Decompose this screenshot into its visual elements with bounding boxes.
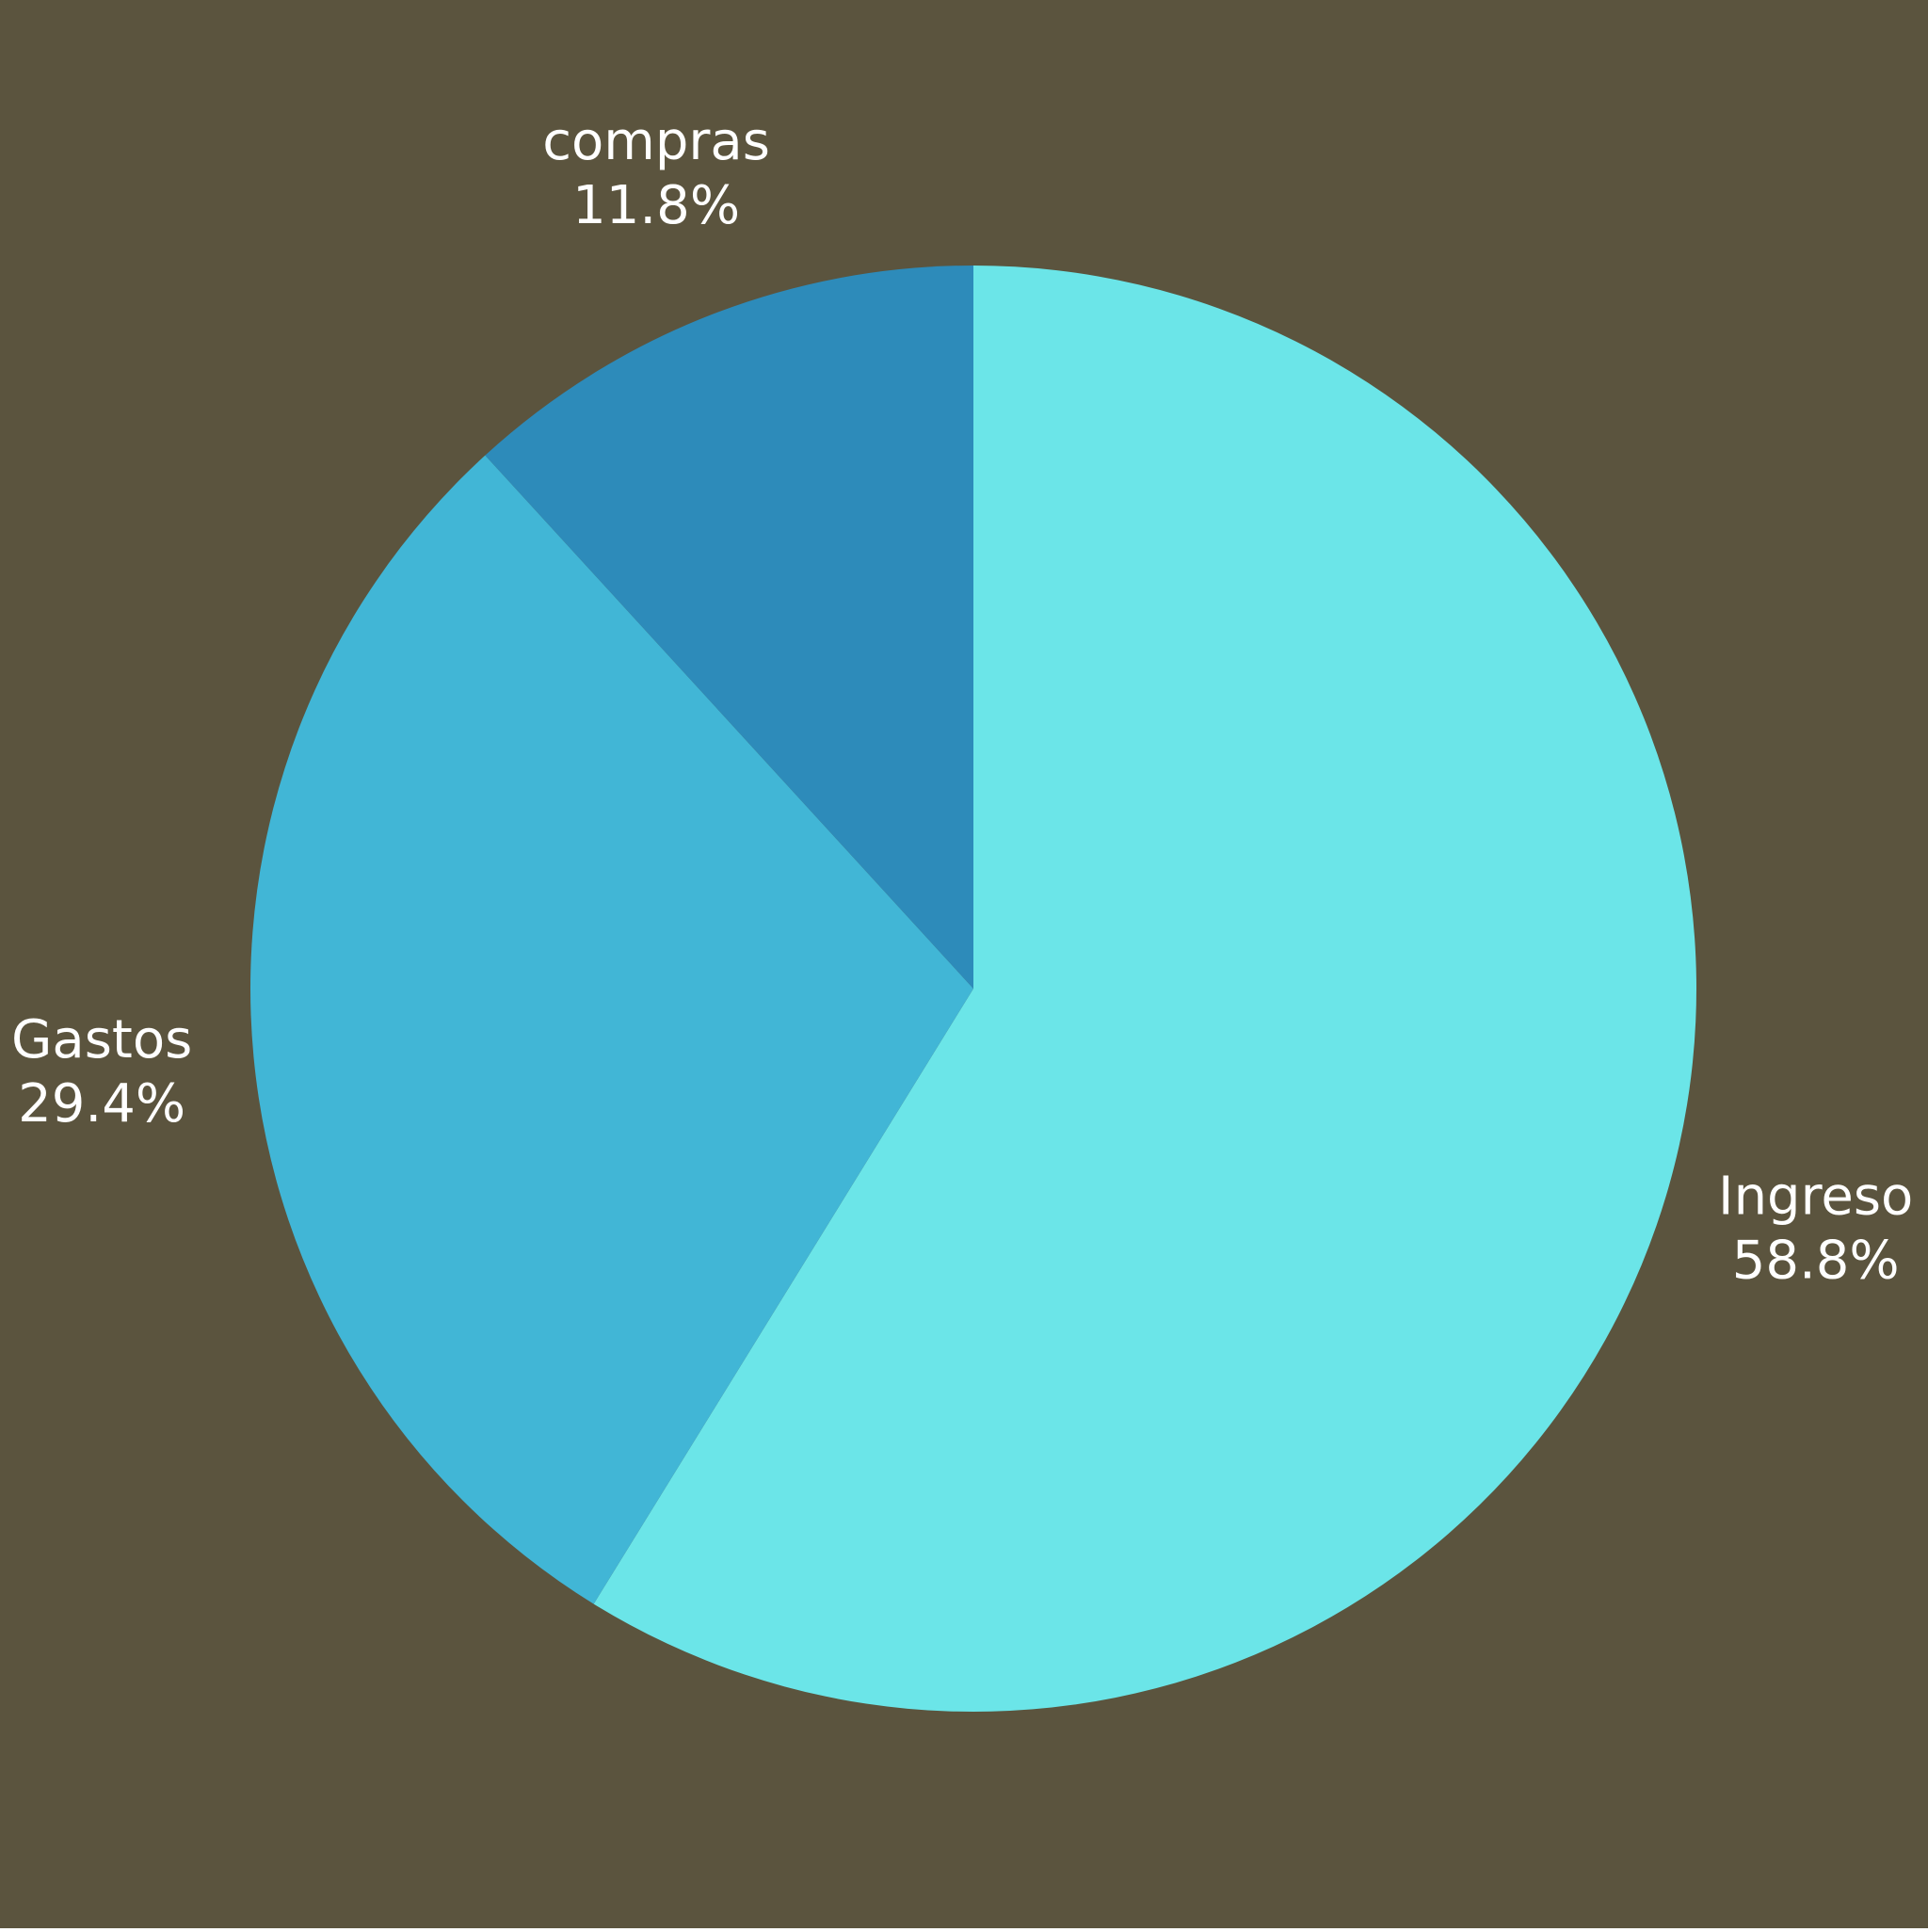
slice-percent-compras: 11.8% [572, 175, 740, 236]
pie-slice-gastos [249, 455, 973, 1604]
pie-slice-compras [485, 266, 973, 989]
slice-percent-ingreso: 58.8% [1732, 1230, 1900, 1291]
pie-slice-ingreso [593, 266, 1696, 1712]
slice-label-ingreso: Ingreso [1718, 1166, 1913, 1227]
slice-label-compras: compras [542, 111, 770, 172]
slice-label-gastos: Gastos [11, 1009, 192, 1071]
slice-percent-gastos: 29.4% [18, 1073, 185, 1135]
pie-slices [249, 266, 1696, 1712]
